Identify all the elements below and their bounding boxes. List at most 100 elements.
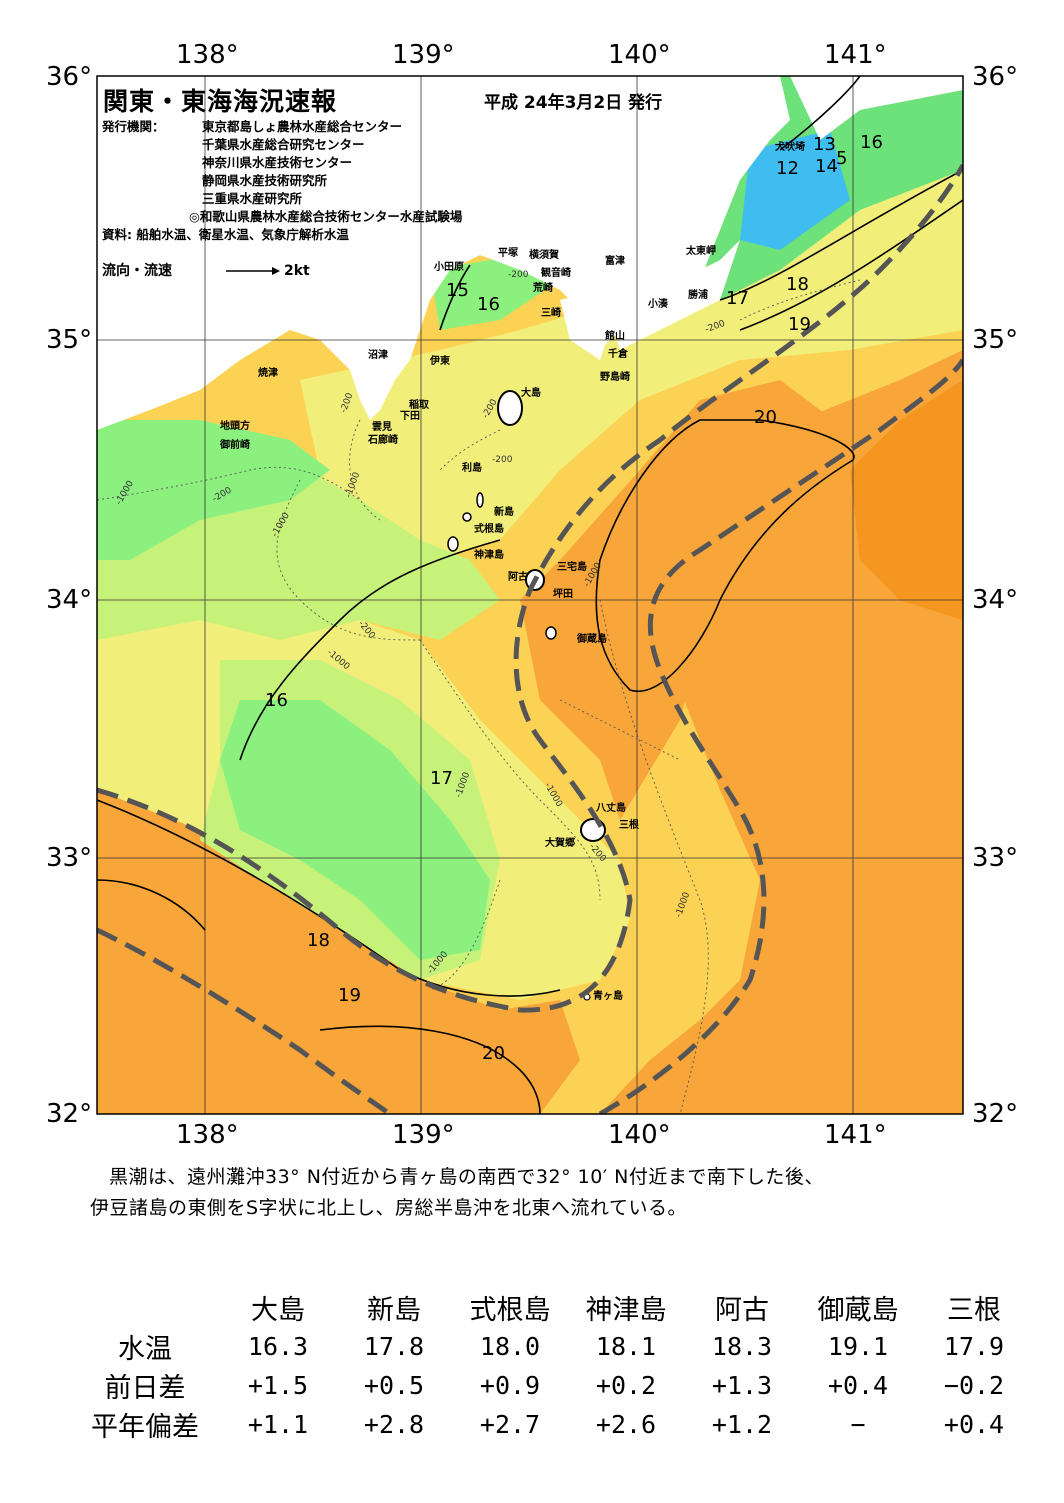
isotherm-label-15-north: 5 bbox=[836, 148, 848, 169]
lon-label-bottom-141: 141° bbox=[824, 1120, 887, 1150]
lat-label-left-33: 33° bbox=[46, 843, 93, 873]
place-ako: 阿古 bbox=[508, 572, 528, 583]
isotherm-15-sagami bbox=[439, 264, 471, 331]
isotherm-label-12: 12 bbox=[776, 158, 799, 179]
table-cell: +1.5 bbox=[247, 1371, 309, 1400]
isotherm-label-19-boso: 19 bbox=[788, 314, 811, 335]
publisher-3: 神奈川県水産技術センター bbox=[202, 155, 353, 170]
place-miyakejima: 三宅島 bbox=[557, 562, 587, 573]
sea-zone-20-southwest bbox=[97, 790, 580, 1114]
table-cell: 16.3 bbox=[247, 1332, 309, 1361]
land-miura bbox=[560, 290, 610, 360]
isotherm-19-north bbox=[739, 199, 963, 331]
lat-label-right-35: 35° bbox=[972, 325, 1019, 355]
place-yokosuka: 横須賀 bbox=[529, 250, 559, 261]
flow-scale-arrowhead bbox=[272, 267, 280, 275]
table-col-niijima: 新島 bbox=[367, 1295, 421, 1326]
table-header-row: 大島 新島 式根島 神津島 阿古 御蔵島 三根 bbox=[70, 1288, 1032, 1327]
place-hachijojima: 八丈島 bbox=[596, 803, 626, 814]
depth-label-9: -200 bbox=[492, 455, 513, 465]
table-cell: −0.2 bbox=[943, 1371, 1005, 1400]
table-col-kozushima: 神津島 bbox=[585, 1295, 667, 1326]
table-row: 前日差 +1.5 +0.5 +0.9 +0.2 +1.3 +0.4 −0.2 bbox=[70, 1366, 1032, 1405]
place-yaizu: 焼津 bbox=[258, 368, 278, 379]
island-shikinejima bbox=[462, 512, 472, 522]
table-col-mikurajima: 御蔵島 bbox=[817, 1295, 899, 1326]
publisher-2: 千葉県水産総合研究センター bbox=[202, 137, 365, 152]
isotherm-17-north bbox=[719, 169, 963, 301]
kuroshio-axis bbox=[97, 163, 963, 1114]
lat-label-left-36: 36° bbox=[46, 62, 93, 92]
lon-label-top-141: 141° bbox=[824, 40, 887, 70]
table-cell: +2.6 bbox=[595, 1410, 657, 1439]
isotherms bbox=[97, 76, 963, 1114]
lat-label-right-33: 33° bbox=[972, 843, 1019, 873]
place-ito: 伊東 bbox=[430, 356, 450, 367]
table-cell: 18.3 bbox=[711, 1332, 773, 1361]
isotherm-label-15-sagami: 15 bbox=[446, 280, 469, 301]
map-title: 関東・東海海況速報 bbox=[103, 87, 338, 116]
place-niijima: 新島 bbox=[494, 507, 514, 518]
place-kozushima: 神津島 bbox=[474, 550, 504, 561]
place-kominato: 小湊 bbox=[648, 299, 668, 310]
summary-line-1: 黒潮は、遠州灘沖33° N付近から青ヶ島の南西で32° 10′ N付近まで南下し… bbox=[109, 1166, 824, 1188]
land-choshi bbox=[790, 76, 963, 140]
place-toshima: 利島 bbox=[462, 463, 482, 474]
table-cell: +1.3 bbox=[711, 1371, 773, 1400]
depth-contours bbox=[97, 279, 861, 1114]
place-chikura: 千倉 bbox=[608, 349, 628, 360]
row-label-water-temp: 水温 bbox=[118, 1334, 172, 1365]
place-futtsu: 富津 bbox=[605, 256, 625, 267]
place-taito: 太東岬 bbox=[686, 246, 716, 257]
place-inatori: 稲取 bbox=[409, 400, 429, 411]
table-col-shikinejima: 式根島 bbox=[469, 1295, 551, 1326]
table-col-ako: 阿古 bbox=[715, 1295, 769, 1326]
table-cell: 19.1 bbox=[827, 1332, 889, 1361]
sea-zone-18-north bbox=[300, 160, 963, 560]
place-odawara: 小田原 bbox=[434, 262, 464, 273]
isotherm-label-14: 14 bbox=[815, 156, 838, 177]
publisher-1: 東京都島しょ農林水産総合センター bbox=[202, 119, 403, 134]
place-aogashima: 青ヶ島 bbox=[593, 991, 623, 1002]
land-boso bbox=[610, 240, 740, 350]
row-label-normal-deviation: 平年偏差 bbox=[91, 1412, 199, 1443]
lat-label-left-35: 35° bbox=[46, 325, 93, 355]
place-kumomi: 雲見 bbox=[372, 422, 392, 433]
lon-label-bottom-140: 140° bbox=[608, 1120, 671, 1150]
place-mikurajima: 御蔵島 bbox=[577, 634, 607, 645]
table-cell: +0.2 bbox=[595, 1371, 657, 1400]
table-cell: 18.1 bbox=[595, 1332, 657, 1361]
lon-label-top-140: 140° bbox=[608, 40, 671, 70]
place-okago: 大賀郷 bbox=[545, 838, 575, 849]
island-oshima bbox=[497, 390, 523, 426]
isotherm-label-17-boso: 17 bbox=[726, 288, 749, 309]
sea-temperature-map: 138° 139° 140° 141° 138° 139° 140° 141° … bbox=[46, 40, 1019, 1150]
table-col-mitsune: 三根 bbox=[947, 1295, 1001, 1326]
sea-zone-21-east bbox=[850, 380, 963, 620]
table-row: 水温 16.3 17.8 18.0 18.1 18.3 19.1 17.9 bbox=[70, 1327, 1032, 1366]
island-kozushima bbox=[447, 536, 459, 552]
kuroshio-summary: 黒潮は、遠州灘沖33° N付近から青ヶ島の南西で32° 10′ N付近まで南下し… bbox=[90, 1162, 1020, 1224]
lat-label-right-32: 32° bbox=[972, 1099, 1019, 1129]
map-frame bbox=[96, 75, 964, 1115]
issue-date: 平成 24年3月2日 発行 bbox=[484, 93, 663, 113]
isotherm-13-north bbox=[779, 76, 861, 151]
summary-line-2: 伊豆諸島の東側をS字状に北上し、房総半島沖を北東へ流れている。 bbox=[90, 1197, 687, 1219]
table-cell: +0.4 bbox=[827, 1371, 889, 1400]
lat-label-left-34: 34° bbox=[46, 585, 93, 615]
table-cell: 17.8 bbox=[363, 1332, 425, 1361]
lat-label-right-36: 36° bbox=[972, 62, 1019, 92]
table-cell: +2.7 bbox=[479, 1410, 541, 1439]
place-katsuura: 勝浦 bbox=[688, 290, 708, 301]
publisher-4: 静岡県水産技術研究所 bbox=[202, 173, 328, 188]
place-inubo: 犬吠埼 bbox=[775, 142, 805, 153]
sea-zone-16-west bbox=[97, 420, 330, 560]
flow-legend-scale: 2kt bbox=[284, 263, 310, 279]
isotherm-label-20-east: 20 bbox=[754, 407, 777, 428]
table-cell: +1.1 bbox=[247, 1410, 309, 1439]
flow-legend-label: 流向・流速 bbox=[102, 263, 172, 279]
land-honshu bbox=[97, 76, 790, 430]
place-arasaki: 荒崎 bbox=[533, 283, 553, 294]
lon-label-top-139: 139° bbox=[392, 40, 455, 70]
isotherm-20-south bbox=[319, 1025, 541, 1114]
